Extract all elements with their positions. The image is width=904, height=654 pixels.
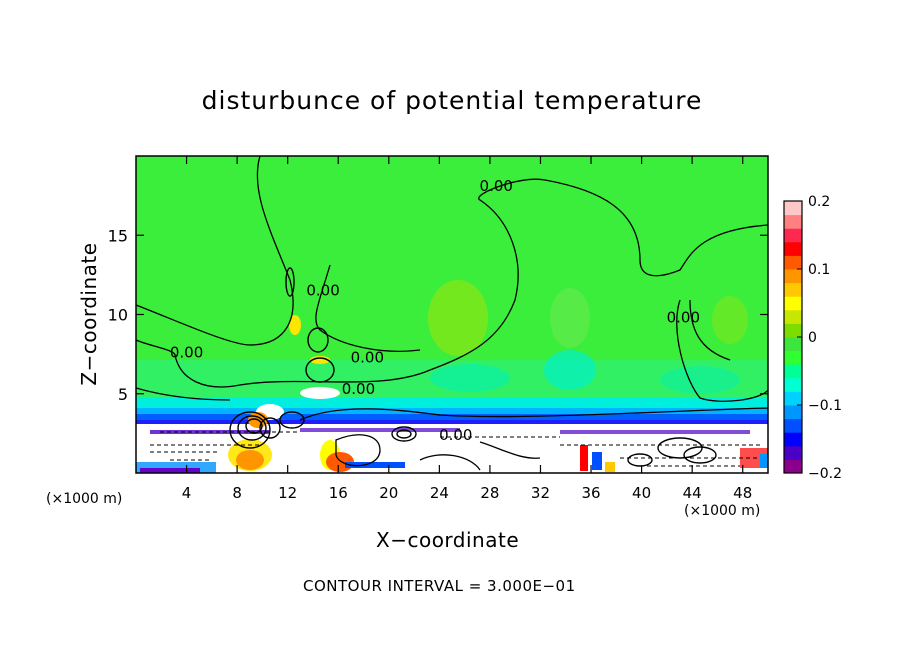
chart-canvas: 0.000.000.000.000.000.000.00 4 8 12 16 20 24 2… <box>0 0 904 654</box>
colorbar-segment <box>784 283 802 297</box>
colorbar-segment <box>784 296 802 310</box>
colorbar-segment <box>784 419 802 433</box>
colorbar-segment <box>784 323 802 337</box>
contour-label: 0.00 <box>342 380 375 398</box>
x-tick-label: 24 <box>430 484 449 502</box>
colorbar-segment <box>784 310 802 324</box>
x-axis-label: X−coordinate <box>376 528 519 552</box>
colorbar-tick-label: 0.2 <box>808 194 830 210</box>
colorbar-segment <box>784 215 802 229</box>
x-tick-label: 16 <box>329 484 348 502</box>
colorbar-segment <box>784 446 802 460</box>
contour-label: 0.00 <box>170 344 203 362</box>
x-tick-label: 28 <box>480 484 499 502</box>
contour-label: 0.00 <box>480 177 513 195</box>
x-tick-label: 20 <box>379 484 398 502</box>
colorbar-segment <box>784 459 802 473</box>
contour-interval-note: CONTOUR INTERVAL = 3.000E−01 <box>303 577 576 595</box>
y-tick-label: 5 <box>118 385 128 404</box>
colorbar-segment <box>784 364 802 378</box>
colorbar-tick-label: 0.1 <box>808 262 830 278</box>
colorbar-tick-label: 0 <box>808 330 817 346</box>
x-unit-label-left: (×1000 m) <box>46 491 122 507</box>
x-tick-label: 32 <box>531 484 550 502</box>
contour-label: 0.00 <box>351 348 384 366</box>
x-tick-label: 36 <box>581 484 600 502</box>
x-unit-label-right: (×1000 m) <box>684 503 760 519</box>
x-tick-label: 44 <box>683 484 702 502</box>
x-tick-label: 40 <box>632 484 651 502</box>
colorbar-segment <box>784 378 802 392</box>
colorbar-segment <box>784 201 802 215</box>
colorbar-segment <box>784 337 802 351</box>
colorbar-tick-label: −0.1 <box>808 398 842 414</box>
colorbar-tick-label: −0.2 <box>808 466 842 482</box>
y-tick-label: 10 <box>108 306 128 325</box>
colorbar: 0.2 0.1 0 −0.1 −0.2 <box>784 194 842 482</box>
colorbar-segment <box>784 432 802 446</box>
colorbar-segment <box>784 391 802 405</box>
x-tick-label: 8 <box>232 484 242 502</box>
colorbar-segment <box>784 269 802 283</box>
contour-label: 0.00 <box>306 282 339 300</box>
x-tick-label: 4 <box>182 484 192 502</box>
x-tick-label: 12 <box>278 484 297 502</box>
y-axis-label: Z−coordinate <box>77 242 101 385</box>
colorbar-segment <box>784 228 802 242</box>
y-tick-label: 15 <box>108 226 128 245</box>
colorbar-segment <box>784 351 802 365</box>
x-tick-label: 48 <box>733 484 752 502</box>
contour-label: 0.00 <box>667 309 700 327</box>
colorbar-segment <box>784 255 802 269</box>
colorbar-segment <box>784 242 802 256</box>
colorbar-segment <box>784 405 802 419</box>
contour-label: 0.00 <box>439 426 472 444</box>
